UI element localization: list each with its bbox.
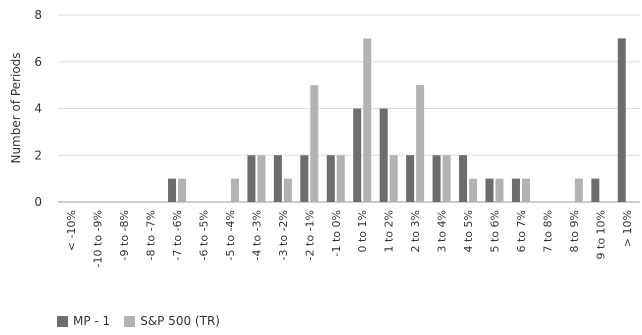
bar-sp500	[389, 155, 398, 202]
gridlines	[58, 14, 640, 203]
bar-mp1	[511, 178, 520, 202]
bar-mp1	[168, 178, 177, 202]
legend-item-sp500: S&P 500 (TR)	[124, 314, 220, 328]
bar-mp1	[485, 178, 494, 202]
x-tick-label: -3 to -2%	[277, 210, 290, 260]
bar-sp500	[574, 178, 583, 202]
histogram-chart: 0 2 4 6 8 < -10% -10 to -9% -9 to -8% -8 to -7%…	[9, 8, 640, 267]
x-tick-label: -5 to -4%	[224, 210, 237, 260]
bar-sp500	[495, 178, 504, 202]
bar-sp500	[416, 85, 425, 202]
legend-item-mp1: MP - 1	[57, 314, 110, 328]
y-tick-label: 6	[34, 55, 42, 69]
x-tick-label: -1 to 0%	[330, 210, 343, 256]
bar-mp1	[300, 155, 309, 202]
x-tick-label: 1 to 2%	[383, 210, 396, 253]
x-tick-label: 4 to 5%	[462, 210, 475, 253]
x-tick-label: -4 to -3%	[250, 210, 263, 260]
bar-sp500	[310, 85, 319, 202]
x-tick-label: -10 to -9%	[92, 210, 105, 267]
x-tick-label: -2 to -1%	[303, 210, 316, 260]
bar-sp500	[469, 178, 478, 202]
x-tick-label: -7 to -6%	[171, 210, 184, 260]
x-tick-label: -9 to -8%	[118, 210, 131, 260]
x-tick-label: -8 to -7%	[145, 210, 158, 260]
x-tick-label: 3 to 4%	[436, 210, 449, 253]
bar-mp1	[432, 155, 441, 202]
x-tick-label: 2 to 3%	[409, 210, 422, 253]
bar-sp500	[521, 178, 530, 202]
bar-sp500	[178, 178, 187, 202]
x-tick-label: > 10%	[621, 210, 634, 247]
x-tick-label: 7 to 8%	[541, 210, 554, 253]
x-axis-ticks: < -10% -10 to -9% -9 to -8% -8 to -7% -7 to …	[65, 210, 634, 267]
bar-mp1	[459, 155, 468, 202]
x-tick-label: -6 to -5%	[198, 210, 211, 260]
x-tick-label: 5 to 6%	[489, 210, 502, 253]
y-tick-label: 2	[34, 148, 42, 162]
bar-sp500	[363, 38, 372, 202]
bar-mp1	[379, 108, 388, 202]
legend-label-sp500: S&P 500 (TR)	[140, 314, 220, 328]
x-tick-label: 6 to 7%	[515, 210, 528, 253]
legend: MP - 1 S&P 500 (TR)	[57, 314, 234, 328]
legend-swatch-sp500	[124, 315, 136, 327]
x-tick-label: < -10%	[65, 210, 78, 251]
bar-mp1	[247, 155, 256, 202]
y-tick-label: 4	[34, 102, 42, 116]
bar-mp1	[273, 155, 282, 202]
x-tick-label: 9 to 10%	[594, 210, 607, 259]
y-axis-ticks: 0 2 4 6 8	[34, 8, 42, 209]
bar-sp500	[230, 178, 239, 202]
bars	[168, 38, 626, 202]
bar-mp1	[617, 38, 626, 202]
bar-mp1	[406, 155, 415, 202]
x-tick-label: 8 to 9%	[568, 210, 581, 253]
y-tick-label: 0	[34, 195, 42, 209]
bar-sp500	[336, 155, 345, 202]
y-axis-label: Number of Periods	[9, 52, 23, 163]
x-tick-label: 0 to 1%	[356, 210, 369, 253]
y-tick-label: 8	[34, 8, 42, 22]
bar-mp1	[591, 178, 600, 202]
bar-sp500	[283, 178, 292, 202]
bar-sp500	[442, 155, 451, 202]
bar-mp1	[326, 155, 335, 202]
bar-sp500	[257, 155, 266, 202]
legend-label-mp1: MP - 1	[73, 314, 111, 328]
legend-swatch-mp1	[57, 315, 68, 327]
bar-mp1	[353, 108, 362, 202]
